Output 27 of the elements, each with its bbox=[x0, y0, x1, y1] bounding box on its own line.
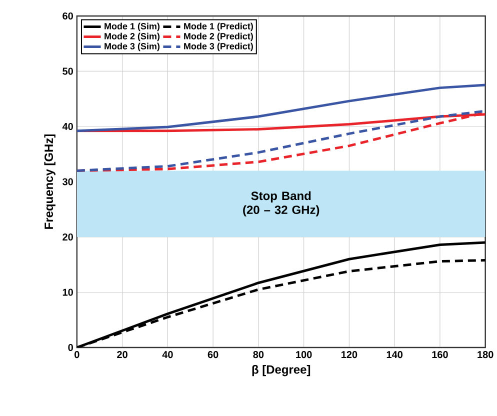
legend-label: Mode 3 (Sim) bbox=[104, 42, 160, 51]
x-tick-label: 140 bbox=[386, 350, 403, 358]
y-axis-title: Frequency [GHz] bbox=[44, 134, 56, 229]
y-tick-label: 0 bbox=[68, 344, 73, 351]
legend-label: Mode 3 (Predict) bbox=[184, 42, 253, 51]
x-tick-label: 100 bbox=[296, 350, 312, 358]
x-tick-label: 20 bbox=[117, 350, 128, 358]
legend-label: Mode 1 (Predict) bbox=[184, 22, 253, 31]
legend-label: Mode 1 (Sim) bbox=[104, 22, 160, 31]
legend-label: Mode 2 (Predict) bbox=[184, 32, 253, 41]
y-tick-label: 10 bbox=[62, 288, 73, 296]
y-tick-label: 60 bbox=[62, 12, 73, 20]
y-tick-label: 50 bbox=[62, 67, 73, 75]
x-tick-label: 160 bbox=[432, 350, 448, 358]
x-tick-label: 40 bbox=[162, 350, 173, 358]
line-series bbox=[76, 84, 486, 132]
x-axis-title: β [Degree] bbox=[252, 364, 310, 376]
x-tick-label: 80 bbox=[253, 350, 264, 358]
x-tick-label: 60 bbox=[208, 350, 218, 358]
band-label: Stop Band (20 – 32 GHz) bbox=[243, 191, 320, 216]
y-tick-label: 30 bbox=[62, 178, 73, 186]
y-tick-label: 40 bbox=[62, 122, 73, 130]
y-tick-label: 20 bbox=[62, 233, 73, 240]
x-tick-label: 0 bbox=[74, 350, 80, 358]
x-tick-label: 120 bbox=[341, 350, 358, 358]
x-tick-label: 180 bbox=[478, 350, 494, 358]
legend-label: Mode 2 (Sim) bbox=[104, 32, 160, 41]
